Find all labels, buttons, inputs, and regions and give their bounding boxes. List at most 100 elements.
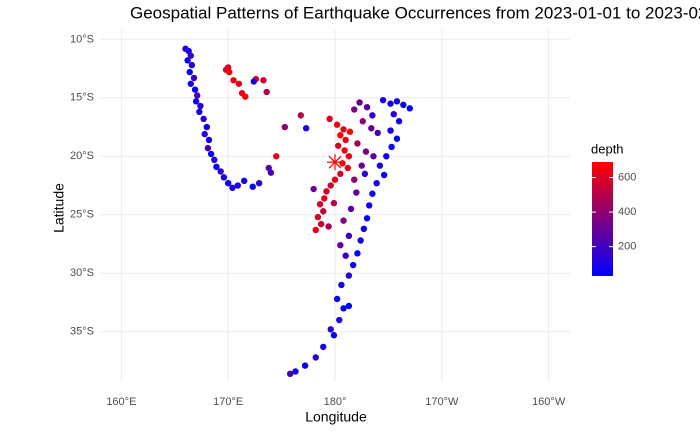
point bbox=[211, 156, 218, 164]
point bbox=[265, 164, 272, 172]
point bbox=[369, 112, 376, 119]
point bbox=[380, 171, 388, 179]
point bbox=[224, 64, 232, 71]
point bbox=[200, 115, 207, 123]
point bbox=[374, 129, 381, 137]
y-tick-label: 30°S bbox=[70, 267, 94, 279]
point bbox=[224, 179, 232, 187]
point bbox=[323, 188, 330, 195]
point bbox=[286, 370, 294, 378]
x-tick-label: 170°W bbox=[425, 396, 459, 408]
point bbox=[235, 80, 243, 87]
point bbox=[325, 223, 332, 230]
point bbox=[340, 126, 347, 133]
point bbox=[337, 241, 344, 249]
point bbox=[201, 130, 208, 138]
point bbox=[393, 135, 401, 142]
point bbox=[393, 98, 401, 105]
chart-title: Geospatial Patterns of Earthquake Occurr… bbox=[130, 3, 700, 22]
point bbox=[292, 368, 299, 375]
point bbox=[388, 143, 395, 151]
point bbox=[337, 170, 344, 178]
point bbox=[373, 179, 380, 187]
point bbox=[320, 343, 327, 351]
point bbox=[345, 153, 353, 160]
highlight-stroke bbox=[328, 155, 342, 169]
point bbox=[297, 112, 305, 119]
x-tick-label: 160°W bbox=[532, 396, 566, 408]
point bbox=[320, 208, 327, 215]
point bbox=[362, 148, 370, 155]
point bbox=[338, 281, 345, 289]
point bbox=[369, 190, 376, 197]
point bbox=[344, 164, 352, 172]
colorbar-tick-label: 600 bbox=[618, 171, 636, 183]
point bbox=[314, 213, 322, 221]
point bbox=[400, 101, 407, 109]
point bbox=[191, 86, 199, 93]
point bbox=[316, 201, 324, 208]
point bbox=[184, 57, 191, 64]
point bbox=[341, 147, 348, 154]
point bbox=[188, 61, 196, 69]
point bbox=[192, 98, 200, 105]
point bbox=[187, 52, 194, 59]
point bbox=[390, 110, 397, 118]
point bbox=[342, 252, 349, 259]
point bbox=[359, 118, 366, 125]
point bbox=[340, 217, 347, 224]
y-tick-label: 15°S bbox=[70, 92, 94, 104]
point bbox=[317, 220, 325, 228]
y-axis-title: Latitude bbox=[51, 183, 67, 233]
x-tick-label: 170°E bbox=[213, 396, 243, 408]
point bbox=[363, 215, 371, 222]
point bbox=[345, 272, 353, 279]
point bbox=[241, 177, 248, 185]
point bbox=[187, 80, 194, 87]
point bbox=[333, 295, 341, 303]
point bbox=[363, 103, 371, 111]
point bbox=[249, 183, 256, 190]
colorbar-tick-label: 200 bbox=[618, 241, 636, 253]
point bbox=[368, 125, 375, 132]
point bbox=[379, 96, 387, 104]
point bbox=[361, 170, 369, 178]
point bbox=[327, 326, 334, 333]
point bbox=[194, 92, 201, 99]
y-tick-label: 10°S bbox=[70, 33, 94, 45]
point bbox=[312, 226, 319, 234]
point bbox=[327, 182, 334, 189]
point bbox=[354, 140, 361, 147]
point bbox=[337, 132, 344, 139]
point bbox=[330, 332, 338, 339]
point bbox=[351, 106, 358, 113]
x-axis-title: Longitude bbox=[305, 409, 367, 425]
point bbox=[357, 237, 364, 244]
point bbox=[331, 176, 339, 183]
point bbox=[333, 121, 341, 128]
legend-title: depth bbox=[591, 141, 624, 156]
point bbox=[335, 142, 342, 149]
point bbox=[312, 354, 319, 361]
point bbox=[273, 153, 280, 160]
point bbox=[213, 163, 220, 171]
colorbar-tick-label: 400 bbox=[618, 206, 636, 218]
point bbox=[345, 302, 353, 310]
point bbox=[203, 123, 211, 131]
point bbox=[342, 136, 349, 144]
x-tick-label: 160°E bbox=[106, 396, 136, 408]
point bbox=[383, 153, 390, 160]
point bbox=[376, 162, 384, 169]
point bbox=[281, 123, 288, 131]
point bbox=[217, 168, 224, 175]
point bbox=[197, 102, 204, 110]
point bbox=[250, 78, 258, 85]
point bbox=[406, 105, 413, 112]
point bbox=[340, 305, 347, 312]
point bbox=[321, 195, 328, 202]
x-tick-label: 180° bbox=[324, 396, 347, 408]
point bbox=[220, 174, 228, 181]
y-tick-label: 20°S bbox=[70, 150, 94, 162]
point bbox=[365, 202, 373, 209]
